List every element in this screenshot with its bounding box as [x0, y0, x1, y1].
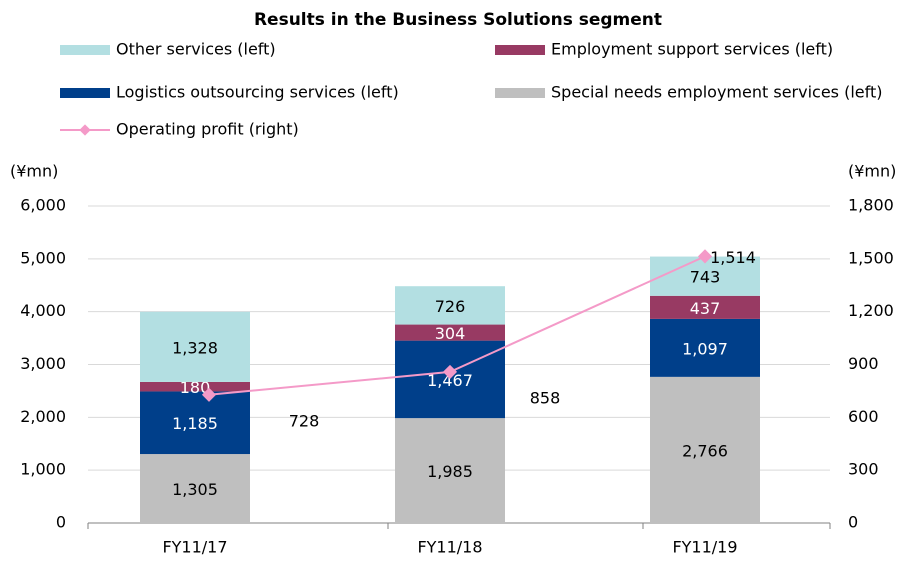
x-tick-label: FY11/17 — [162, 538, 227, 557]
y-tick-label: 1,000 — [20, 460, 66, 479]
y-tick-label: 0 — [56, 513, 66, 532]
data-label: 743 — [690, 268, 721, 287]
x-tick-label: FY11/18 — [417, 538, 482, 557]
data-label: 1,985 — [427, 462, 473, 481]
data-label: 728 — [289, 411, 320, 430]
bar — [395, 340, 505, 419]
y2-tick-label: 600 — [848, 407, 879, 426]
bar — [140, 381, 250, 392]
legend-swatch — [495, 88, 545, 98]
y2-tick-label: 1,800 — [848, 196, 894, 215]
marker — [442, 364, 458, 379]
data-label: 304 — [435, 324, 466, 343]
y2-tick-label: 0 — [848, 513, 858, 532]
legend-label: Employment support services (left) — [551, 40, 833, 59]
data-label: 858 — [530, 388, 561, 407]
y2-tick-label: 1,500 — [848, 248, 894, 267]
bar — [395, 286, 505, 325]
legend-label: Special needs employment services (left) — [551, 83, 883, 102]
data-label: 180 — [180, 378, 211, 397]
legend-swatch — [79, 124, 91, 136]
marker — [697, 249, 713, 264]
legend-swatch — [495, 45, 545, 55]
y-tick-label: 5,000 — [20, 248, 66, 267]
data-label: 1,097 — [682, 339, 728, 358]
y-tick-label: 3,000 — [20, 354, 66, 373]
data-label: 2,766 — [682, 441, 728, 460]
bar — [140, 391, 250, 455]
legend-swatch — [60, 45, 110, 55]
data-label: 1,305 — [172, 480, 218, 499]
legend-swatch — [60, 88, 110, 98]
x-tick-label: FY11/19 — [672, 538, 737, 557]
data-label: 437 — [690, 299, 721, 318]
y-tick-label: 2,000 — [20, 407, 66, 426]
chart-title: Results in the Business Solutions segmen… — [254, 10, 662, 30]
bar — [395, 324, 505, 341]
bar — [140, 454, 250, 523]
bar — [650, 295, 760, 319]
data-label: 1,185 — [172, 414, 218, 433]
y2-tick-label: 300 — [848, 460, 879, 479]
data-label: 726 — [435, 297, 466, 316]
bar — [395, 418, 505, 523]
y-tick-label: 6,000 — [20, 196, 66, 215]
bar — [650, 376, 760, 523]
y2-axis-label: (¥mn) — [848, 162, 896, 181]
data-label: 1,514 — [710, 248, 756, 267]
y-axis-label: (¥mn) — [10, 162, 58, 181]
bar — [650, 318, 760, 377]
bar — [140, 311, 250, 382]
y-tick-label: 4,000 — [20, 301, 66, 320]
legend-label: Other services (left) — [116, 40, 276, 59]
y2-tick-label: 900 — [848, 354, 879, 373]
data-label: 1,328 — [172, 338, 218, 357]
y2-tick-label: 1,200 — [848, 301, 894, 320]
legend-label: Logistics outsourcing services (left) — [116, 83, 399, 102]
marker — [201, 387, 217, 402]
data-label: 1,467 — [427, 371, 473, 390]
legend-label: Operating profit (right) — [116, 120, 299, 139]
